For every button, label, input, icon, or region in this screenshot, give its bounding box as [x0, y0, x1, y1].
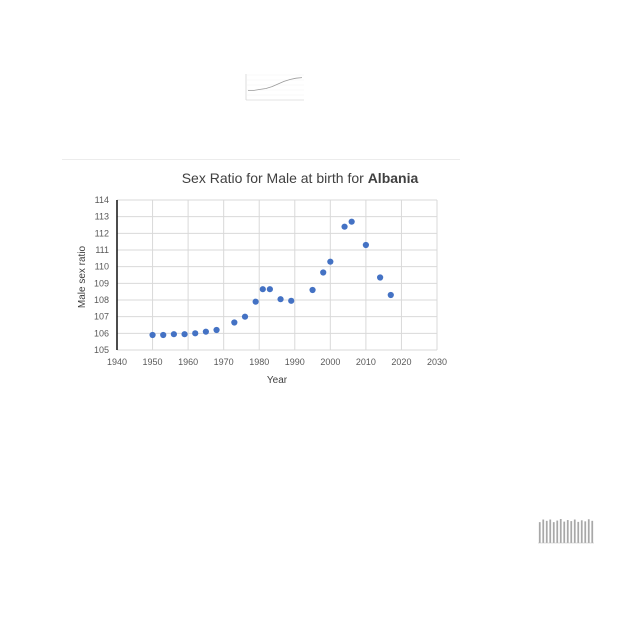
- thumbnail-bar: [556, 520, 559, 543]
- data-point: [288, 297, 295, 304]
- y-axis-label: Male sex ratio: [77, 245, 88, 308]
- thumbnail-bars: [538, 519, 594, 544]
- data-point: [241, 313, 249, 320]
- thumbnail-bar: [559, 519, 562, 543]
- y-tick-label: 112: [95, 228, 109, 238]
- chart-title-text: Sex Ratio for Male at birth for: [182, 170, 364, 186]
- data-point: [181, 331, 188, 338]
- data-point: [277, 296, 284, 303]
- y-axis-ticks: 105 106 107 108 109 110 111 112 113 114: [94, 195, 109, 355]
- thumbnail-series-line: [248, 77, 303, 91]
- data-point: [266, 286, 273, 293]
- y-tick-label: 111: [95, 245, 109, 255]
- x-tick-label: 2030: [427, 357, 447, 367]
- y-tick-label: 105: [94, 345, 109, 355]
- thumbnail-bar: [591, 520, 594, 543]
- y-tick-label: 114: [95, 195, 109, 205]
- thumbnail-bar: [542, 519, 545, 543]
- data-point: [252, 298, 259, 305]
- y-tick-label: 110: [95, 262, 109, 272]
- x-tick-label: 1960: [178, 357, 198, 367]
- data-points: [149, 218, 394, 339]
- thumbnail-bar-chart: [538, 519, 594, 544]
- data-point: [341, 223, 348, 230]
- x-tick-label: 2020: [391, 357, 411, 367]
- data-point: [320, 269, 327, 276]
- divider-line: [62, 159, 460, 160]
- x-tick-label: 1950: [143, 357, 163, 367]
- thumbnail-bar: [570, 521, 573, 543]
- data-point: [348, 218, 355, 225]
- data-point: [362, 241, 369, 249]
- thumbnail-bar: [587, 519, 590, 543]
- y-tick-label: 113: [95, 212, 109, 222]
- thumbnail-bar: [538, 522, 541, 543]
- data-point: [309, 286, 316, 294]
- x-axis-ticks: 1940 1950 1960 1970 1980 1990 2000 2010 2020 2030: [107, 357, 447, 367]
- data-point: [387, 291, 394, 299]
- y-tick-label: 107: [94, 312, 109, 322]
- y-tick-label: 108: [94, 295, 109, 305]
- data-point: [259, 286, 266, 293]
- thumbnail-bar: [573, 519, 576, 543]
- data-point: [202, 328, 209, 335]
- x-axis-label: Year: [267, 375, 288, 386]
- x-tick-label: 2000: [320, 357, 340, 367]
- x-tick-label: 1990: [285, 357, 305, 367]
- data-point: [170, 331, 177, 338]
- data-point: [213, 326, 220, 334]
- y-tick-label: 109: [94, 278, 109, 288]
- scatter-chart: Sex Ratio for Male at birth for Albania …: [77, 170, 447, 386]
- y-tick-label: 106: [94, 328, 109, 338]
- x-tick-label: 1980: [249, 357, 269, 367]
- thumbnail-bar: [563, 521, 566, 543]
- data-point: [327, 258, 334, 265]
- thumbnail-bar: [577, 521, 580, 543]
- thumbnail-bar: [584, 521, 587, 543]
- x-tick-label: 1940: [107, 357, 127, 367]
- data-point: [231, 319, 238, 326]
- thumbnail-bar: [545, 520, 548, 543]
- data-point: [192, 330, 199, 337]
- thumbnail-grid: [245, 74, 304, 101]
- data-point: [377, 274, 384, 281]
- data-point: [149, 331, 156, 339]
- data-point: [160, 331, 167, 339]
- thumbnail-bar: [580, 520, 583, 543]
- thumbnail-bar: [566, 520, 569, 543]
- thumbnail-bar: [552, 522, 555, 543]
- chart-gridlines: [116, 199, 438, 351]
- thumbnail-line-chart: [245, 74, 304, 101]
- chart-title: Sex Ratio for Male at birth for Albania: [182, 170, 419, 186]
- thumbnail-bar: [549, 519, 552, 543]
- x-tick-label: 1970: [214, 357, 234, 367]
- x-tick-label: 2010: [356, 357, 376, 367]
- chart-title-emphasis: Albania: [368, 170, 419, 186]
